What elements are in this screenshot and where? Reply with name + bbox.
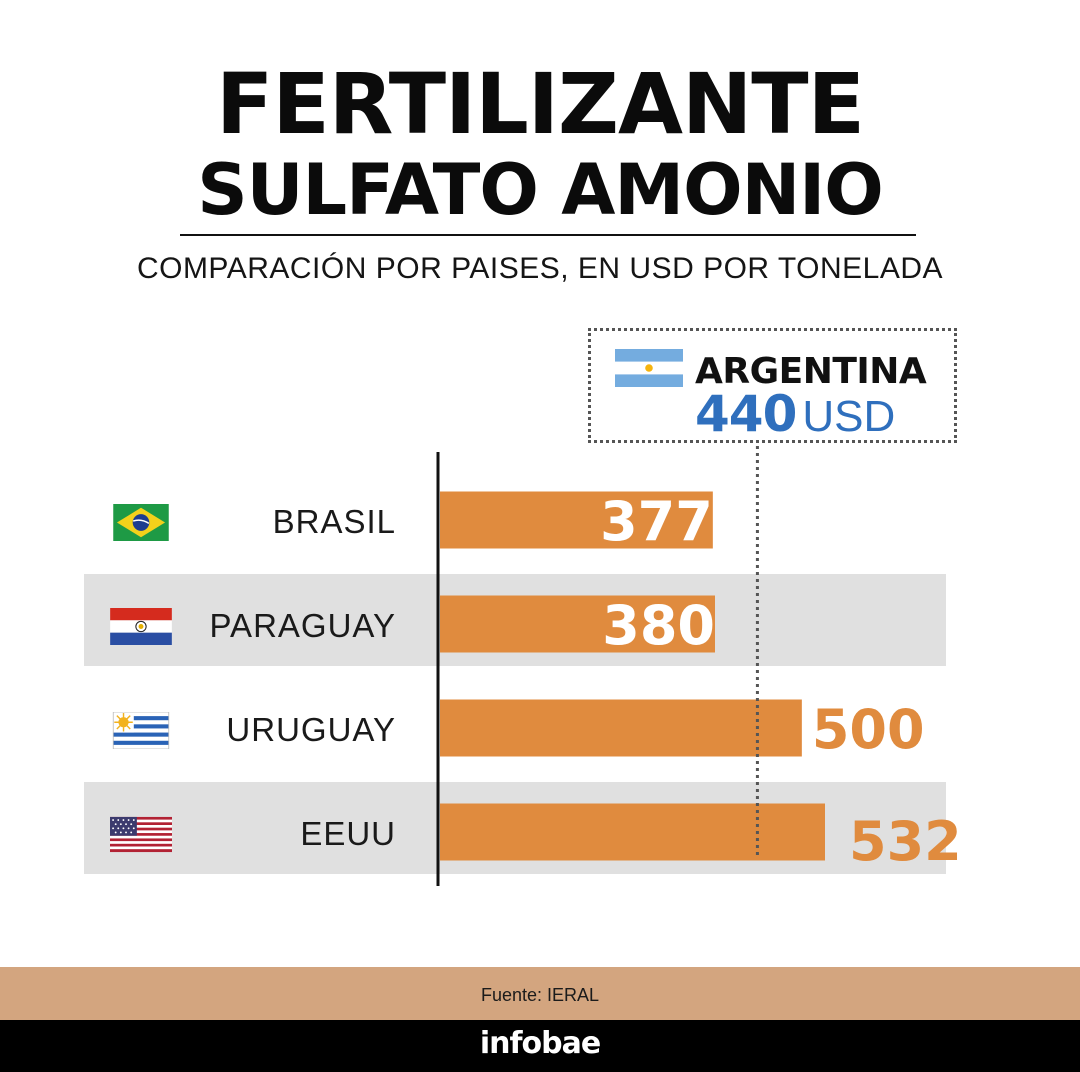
title-line-1: FERTILIZANTE <box>216 55 865 153</box>
uruguay-flag-icon <box>112 712 170 749</box>
source-note: Fuente: IERAL <box>480 985 600 1005</box>
title-line-2: SULFATO AMONIO <box>197 149 884 231</box>
reference-callout: ARGENTINA 440 USD <box>588 328 957 443</box>
brazil-flag-icon <box>112 504 170 541</box>
value-label: 532 <box>849 810 962 873</box>
category-label: EEUU <box>300 815 396 852</box>
argentina-flag-icon <box>615 349 683 387</box>
reference-value: 440 <box>695 385 797 443</box>
value-label: 500 <box>812 698 925 761</box>
category-label: BRASIL <box>273 503 396 540</box>
footer-source-band: Fuente: IERAL <box>0 967 1080 1020</box>
value-label: 380 <box>602 594 715 657</box>
bar <box>440 595 715 653</box>
title-divider <box>180 234 916 236</box>
bar <box>440 699 802 757</box>
subtitle: COMPARACIÓN POR PAISES, EN USD POR TONEL… <box>136 252 944 285</box>
paraguay-flag-icon <box>110 608 172 645</box>
value-label: 377 <box>600 490 713 553</box>
category-label: PARAGUAY <box>210 607 397 644</box>
reference-country: ARGENTINA <box>695 351 927 392</box>
usa-flag-icon <box>110 816 172 853</box>
brand-bar: infobae <box>0 1020 1080 1072</box>
category-label: URUGUAY <box>226 711 396 748</box>
brand-logo: infobae <box>479 1026 601 1061</box>
bar <box>440 491 713 549</box>
bar <box>440 803 825 861</box>
reference-unit: USD <box>802 392 896 441</box>
